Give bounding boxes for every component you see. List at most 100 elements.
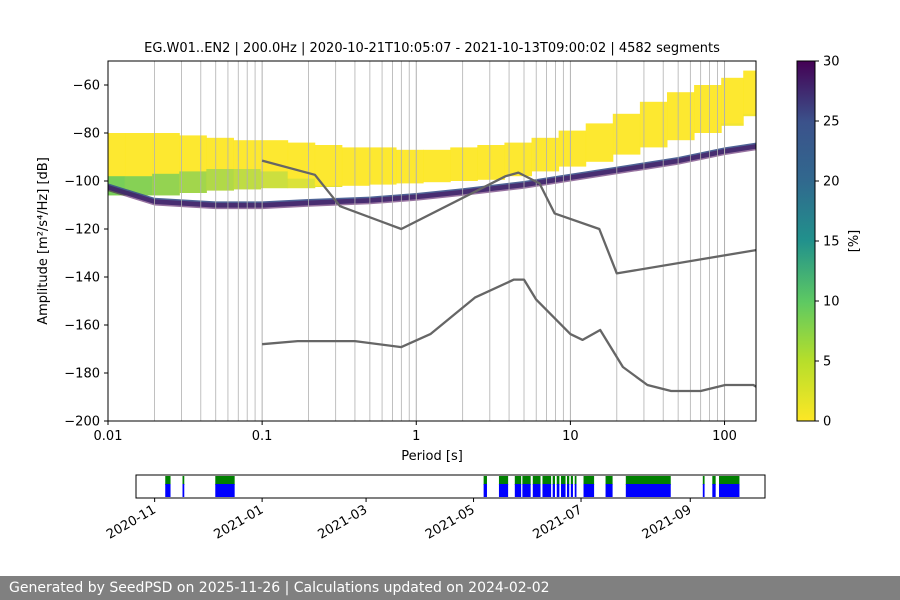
timeline-green-segment: [605, 476, 613, 485]
timeline-tick-label: 2021-09: [640, 502, 695, 542]
timeline-green-segment: [483, 476, 487, 485]
timeline-green-segment: [560, 476, 566, 485]
heat-band-outer: [531, 137, 560, 172]
y-tick-label: −80: [73, 127, 100, 142]
timeline-frame: [135, 474, 766, 499]
timeline-green-segment: [556, 476, 560, 485]
heat-band-outer: [743, 70, 756, 117]
timeline-green-segment: [574, 476, 577, 485]
x-tick-label: 0.1: [252, 429, 273, 444]
heat-band-outer: [504, 142, 533, 177]
period-gridlines: [108, 61, 726, 421]
timeline-blue-segment: [702, 484, 705, 497]
heat-band-core: [124, 176, 153, 196]
timeline-green-segment: [522, 476, 531, 485]
colorbar-tick-label: 30: [823, 55, 840, 70]
timeline-blue-segment: [712, 484, 716, 497]
heat-band-outer: [287, 142, 316, 189]
timeline-green-segment: [165, 476, 171, 485]
timeline-blue-segment: [215, 484, 235, 497]
heat-band-core: [152, 173, 180, 196]
heat-band-core: [314, 185, 343, 187]
heat-band-core: [721, 123, 744, 126]
x-tick-label: 10: [562, 429, 579, 444]
y-axis-label: Amplitude [m²/s⁴/Hz] [dB]: [36, 157, 51, 325]
timeline-tick-label: 2020-11: [104, 502, 159, 542]
colorbar-tick-label: 15: [823, 235, 840, 250]
timeline-green-segment: [712, 476, 716, 485]
colorbar-tick-label: 20: [823, 175, 840, 190]
y-tick-label: −160: [64, 319, 100, 334]
timeline-blue-segment: [182, 484, 185, 497]
timeline-green-segment: [552, 476, 555, 485]
timeline-green-segment: [532, 476, 541, 485]
density-ridge-core: [108, 144, 756, 210]
timeline-green-segment: [719, 476, 740, 485]
heat-band-outer: [341, 147, 370, 186]
heat-band-outer: [206, 137, 234, 191]
timeline-green-segment: [182, 476, 185, 485]
footer-status: Generated by SeedPSD on 2025-11-26 | Cal…: [0, 576, 900, 600]
timeline-blue-segment: [542, 484, 552, 497]
timeline-green-segment: [583, 476, 595, 485]
timeline-green-segment: [566, 476, 570, 485]
heat-band-outer: [585, 123, 614, 162]
heat-band-outer: [558, 130, 587, 167]
psd-plot-area: 0.01 0.1 1 10 100 −60 −80 −100 −120 −140 −160 −180…: [64, 60, 757, 444]
heat-band-core: [287, 178, 316, 189]
y-tick-label: −120: [64, 223, 100, 238]
timeline-blue-segment: [532, 484, 541, 497]
heat-band-outer: [721, 77, 744, 126]
x-axis-ticks: 0.01 0.1 1 10 100: [94, 421, 737, 444]
timeline-blue-segment: [570, 484, 573, 497]
heat-band-outer: [450, 147, 478, 181]
timeline-green-segment: [625, 476, 671, 485]
colorbar-label: [%]: [847, 230, 862, 253]
timeline-green-segment: [514, 476, 522, 485]
colorbar-tick-label: 5: [823, 355, 831, 370]
y-tick-label: −140: [64, 271, 100, 286]
timeline-blue-segment: [498, 484, 509, 497]
colorbar-tick-label: 25: [823, 115, 840, 130]
heat-band-outer: [396, 149, 424, 184]
timeline-blue-segment: [556, 484, 560, 497]
timeline-green-segment: [215, 476, 235, 485]
colorbar-tick-label: 0: [823, 415, 831, 430]
timeline-green-segment: [498, 476, 509, 485]
timeline-green-segment: [570, 476, 573, 485]
psd-figure: EG.W01..EN2 | 200.0Hz | 2020-10-21T10:05…: [36, 41, 862, 543]
chart-title: EG.W01..EN2 | 200.0Hz | 2020-10-21T10:05…: [144, 41, 720, 56]
timeline-ticks: 2020-11 2021-01 2021-03 2021-05 2021-07 2021-…: [104, 498, 694, 543]
timeline-blue-segment: [165, 484, 171, 497]
heat-band-core: [260, 171, 289, 189]
y-tick-label: −180: [64, 367, 100, 382]
x-tick-label: 0.01: [94, 429, 123, 444]
timeline-tick-label: 2021-03: [316, 502, 371, 542]
timeline-blue-segment: [625, 484, 671, 497]
timeline-tick-label: 2021-07: [530, 502, 585, 542]
timeline-blue-segment: [583, 484, 595, 497]
heat-band-core: [743, 113, 756, 117]
timeline-blue-segment: [719, 484, 740, 497]
y-tick-label: −200: [64, 415, 100, 430]
timeline-green-segment: [702, 476, 705, 485]
plot-frame: [107, 60, 757, 422]
y-tick-label: −60: [73, 79, 100, 94]
timeline-tick-label: 2021-05: [423, 502, 478, 542]
timeline-green-segment: [542, 476, 552, 485]
heat-band-outer: [477, 145, 505, 180]
heat-band-outer: [368, 147, 397, 185]
heat-band-outer: [423, 149, 451, 183]
heat-band-core: [179, 171, 207, 193]
timeline-segments: [165, 476, 740, 497]
timeline-blue-segment: [560, 484, 566, 497]
colorbar-gradient: [796, 60, 816, 422]
psd-density-heatmap: [108, 70, 756, 210]
colorbar: 0 5 10 15 20 25 30 [%]: [796, 55, 862, 430]
data-availability-timeline: 2020-11 2021-01 2021-03 2021-05 2021-07 2021-…: [104, 474, 766, 543]
timeline-blue-segment: [552, 484, 555, 497]
y-axis-ticks: −60 −80 −100 −120 −140 −160 −180 −200: [64, 79, 108, 430]
colorbar-ticks: 0 5 10 15 20 25 30: [815, 55, 840, 430]
noise-model-lines: [261, 159, 756, 393]
timeline-blue-segment: [522, 484, 531, 497]
